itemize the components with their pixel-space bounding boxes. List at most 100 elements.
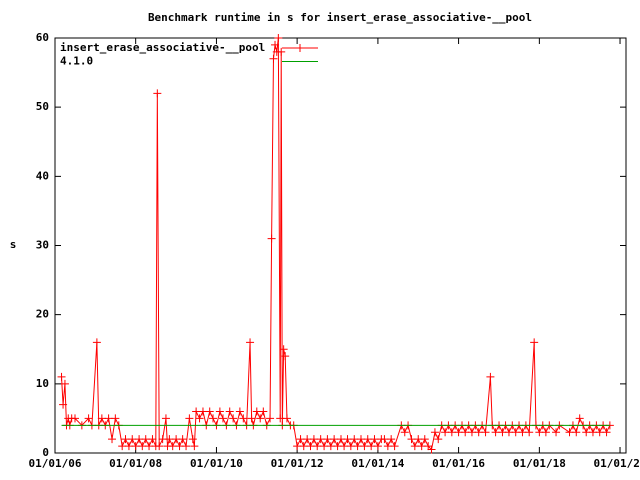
y-tick-label: 20	[36, 308, 49, 321]
legend-label: insert_erase_associative-__pool	[60, 41, 265, 54]
point-marker	[218, 414, 227, 423]
point-marker	[276, 414, 285, 423]
y-tick-label: 50	[36, 100, 49, 113]
point-marker	[145, 442, 154, 451]
point-marker	[491, 428, 500, 437]
point-marker	[92, 338, 101, 347]
point-marker	[313, 442, 322, 451]
point-marker	[165, 435, 174, 444]
point-marker	[195, 414, 204, 423]
point-marker	[346, 442, 355, 451]
point-marker	[246, 338, 255, 347]
point-marker	[97, 414, 106, 423]
point-marker	[461, 428, 470, 437]
point-marker	[161, 414, 170, 423]
point-marker	[474, 428, 483, 437]
point-marker	[447, 428, 456, 437]
point-marker	[330, 435, 339, 444]
point-marker	[370, 435, 379, 444]
point-marker	[360, 442, 369, 451]
point-marker	[565, 428, 574, 437]
point-marker	[192, 407, 201, 416]
point-marker	[306, 442, 315, 451]
x-tick-label: 01/01/10	[190, 457, 243, 470]
point-marker	[481, 428, 490, 437]
point-marker	[108, 435, 117, 444]
point-marker	[407, 435, 416, 444]
x-tick-label: 01/01/16	[432, 457, 485, 470]
point-marker	[168, 442, 177, 451]
point-marker	[269, 54, 278, 63]
point-marker	[128, 435, 137, 444]
point-marker	[420, 435, 429, 444]
point-marker	[84, 414, 93, 423]
point-marker	[541, 428, 550, 437]
point-marker	[71, 414, 80, 423]
point-marker	[239, 414, 248, 423]
point-marker	[155, 442, 164, 451]
y-tick-label: 10	[36, 377, 49, 390]
point-marker	[188, 435, 197, 444]
x-tick-label: 01/01/06	[29, 457, 82, 470]
point-marker	[124, 442, 133, 451]
point-marker	[121, 435, 130, 444]
point-marker	[367, 442, 376, 451]
point-marker	[441, 428, 450, 437]
point-marker	[602, 428, 611, 437]
point-marker	[247, 414, 256, 423]
point-marker	[215, 407, 224, 416]
point-marker	[518, 428, 527, 437]
point-marker	[267, 234, 276, 243]
point-marker	[277, 47, 286, 56]
chart-title: Benchmark runtime in s for insert_erase_…	[148, 11, 532, 24]
point-marker	[323, 435, 332, 444]
x-tick-label: 01/01/14	[351, 457, 404, 470]
point-marker	[59, 400, 68, 409]
point-marker	[256, 414, 265, 423]
point-marker	[427, 445, 436, 454]
y-tick-label: 40	[36, 169, 49, 182]
point-marker	[511, 428, 520, 437]
point-marker	[299, 442, 308, 451]
point-marker	[104, 414, 113, 423]
point-marker	[259, 407, 268, 416]
point-marker	[343, 435, 352, 444]
point-marker	[205, 407, 214, 416]
point-marker	[111, 414, 120, 423]
point-marker	[595, 428, 604, 437]
point-marker	[353, 442, 362, 451]
point-marker	[383, 442, 392, 451]
point-marker	[410, 442, 419, 451]
point-marker	[400, 428, 409, 437]
point-marker	[467, 428, 476, 437]
point-marker	[235, 407, 244, 416]
point-marker	[588, 428, 597, 437]
point-marker	[266, 414, 275, 423]
point-marker	[303, 435, 312, 444]
y-tick-label: 0	[42, 446, 49, 459]
point-marker	[340, 442, 349, 451]
point-marker	[282, 414, 291, 423]
point-marker	[424, 442, 433, 451]
point-marker	[390, 442, 399, 451]
point-marker	[141, 435, 150, 444]
point-marker	[430, 428, 439, 437]
point-marker	[274, 34, 283, 42]
point-marker	[271, 40, 280, 49]
point-marker	[350, 435, 359, 444]
point-marker	[326, 442, 335, 451]
legend-marker	[296, 44, 304, 52]
point-marker	[525, 428, 534, 437]
point-marker	[504, 428, 513, 437]
point-marker	[57, 372, 66, 381]
point-marker	[380, 435, 389, 444]
point-marker	[158, 435, 167, 444]
point-marker	[387, 435, 396, 444]
point-marker	[229, 414, 238, 423]
x-tick-label: 01/01/20	[594, 457, 640, 470]
point-marker	[138, 442, 147, 451]
point-marker	[118, 442, 127, 451]
x-tick-label: 01/01/18	[513, 457, 566, 470]
